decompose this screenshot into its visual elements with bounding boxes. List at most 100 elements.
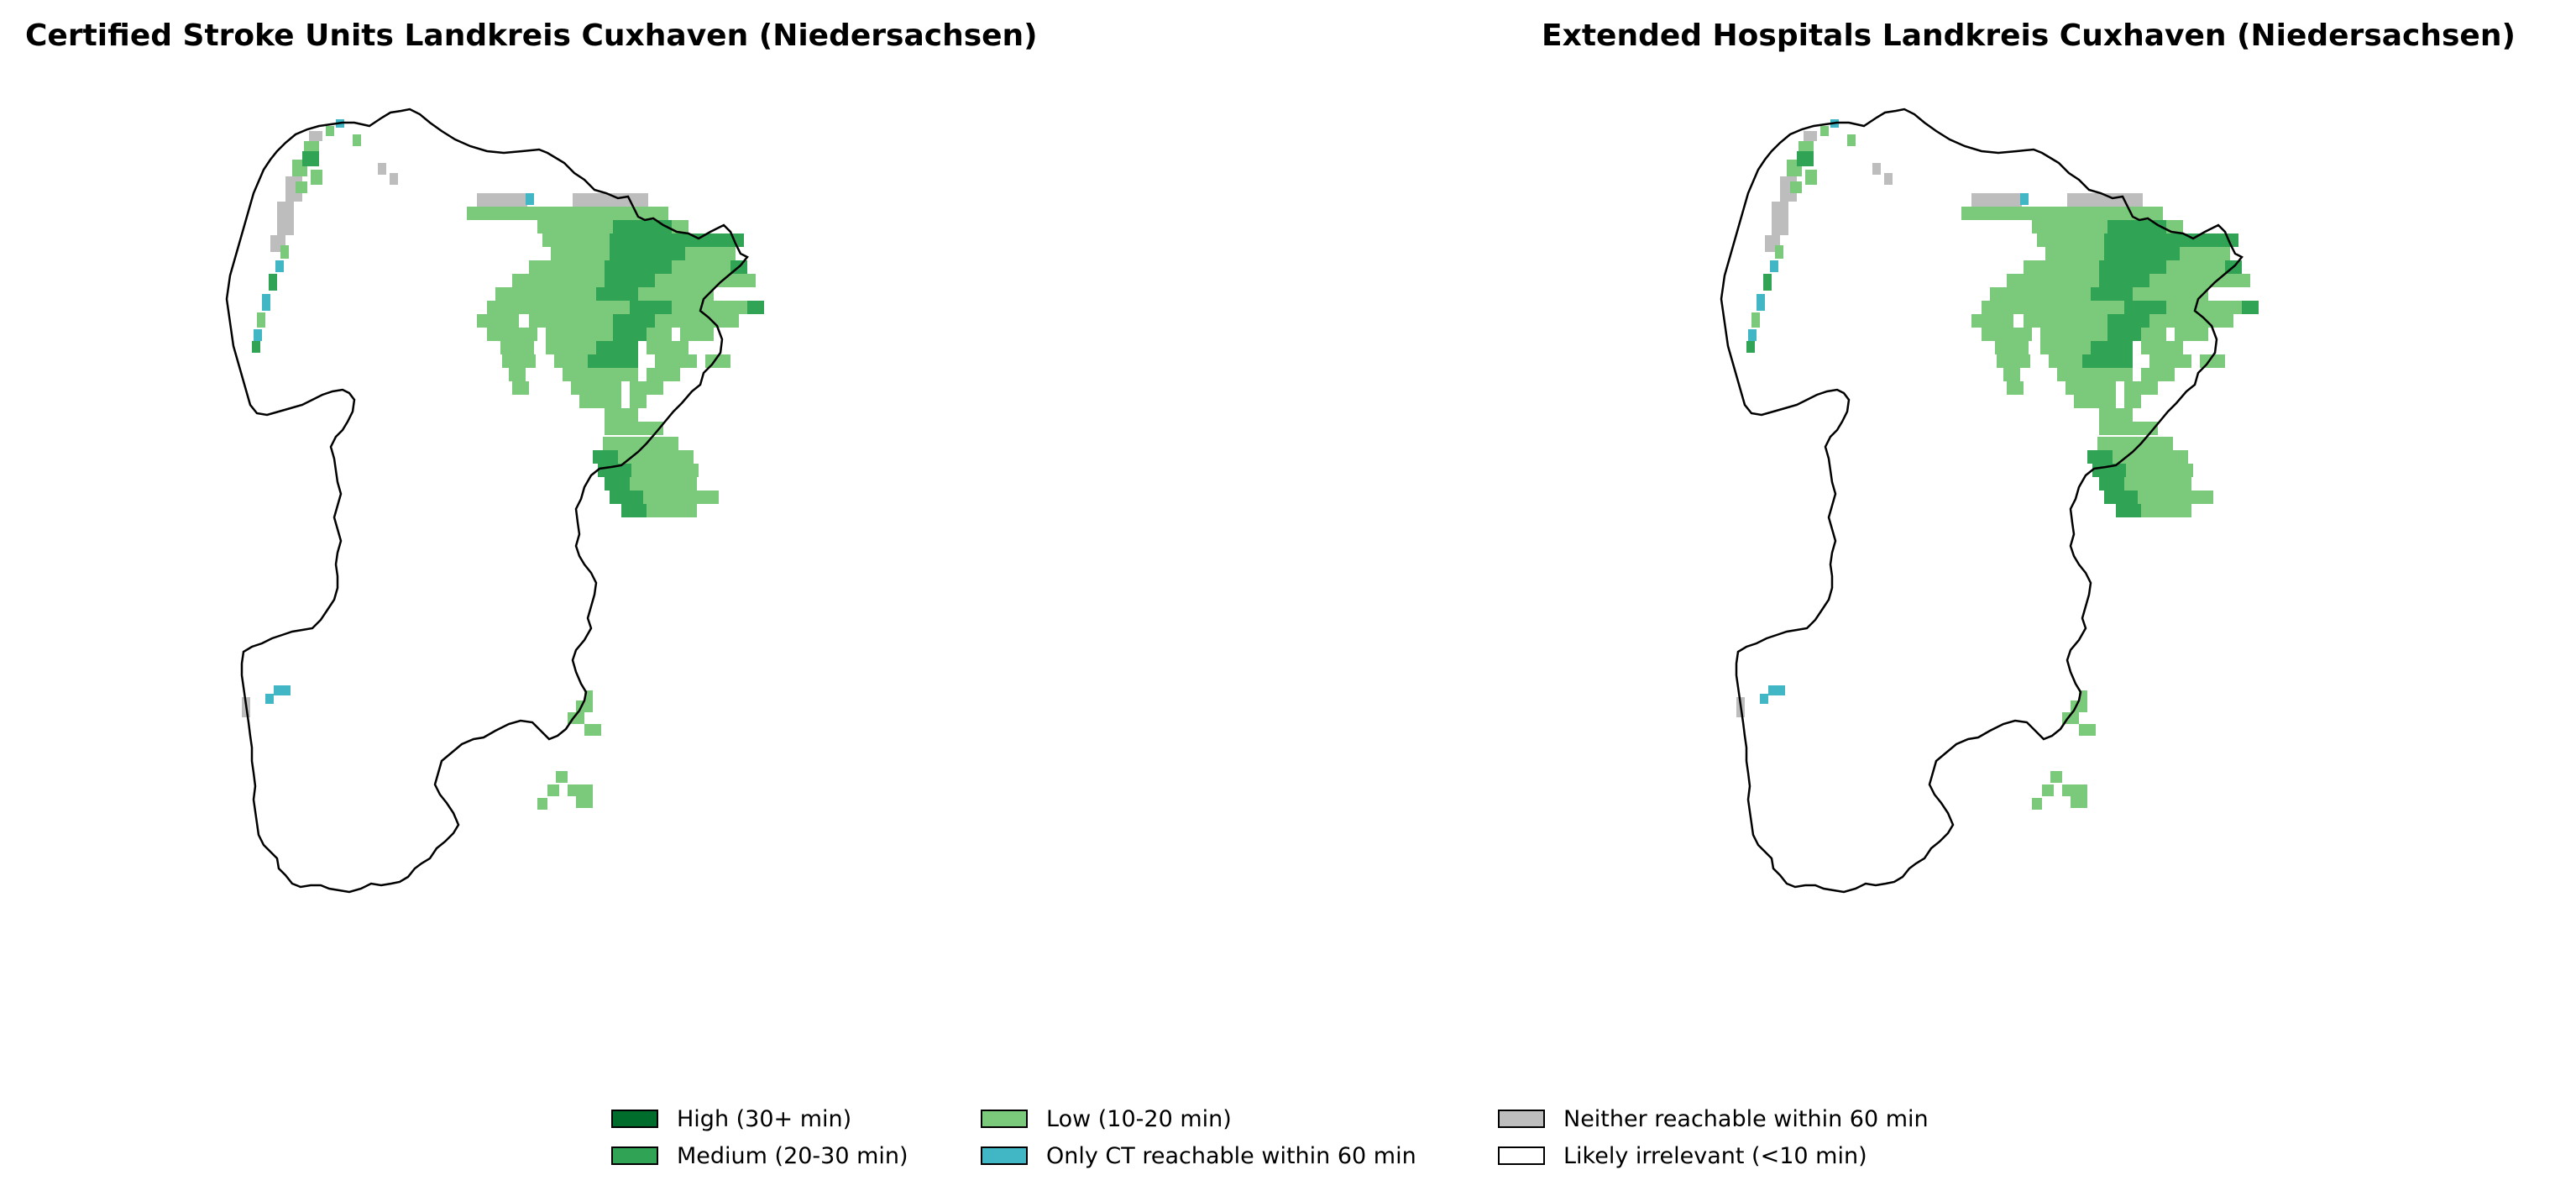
grid-cell-low xyxy=(546,341,596,354)
grid-cell-neither xyxy=(378,163,386,175)
grid-cell-low xyxy=(554,354,588,368)
grid-cell-low xyxy=(477,314,519,328)
district-boundary-outline xyxy=(1720,108,2244,894)
grid-cell-low xyxy=(2141,341,2183,354)
grid-cell-low xyxy=(2079,724,2096,736)
grid-cell-low xyxy=(2138,491,2213,504)
grid-cell-low xyxy=(605,422,663,435)
grid-cell-medium xyxy=(1763,274,1772,291)
grid-cell-low xyxy=(546,287,596,301)
grid-cell-medium xyxy=(2124,301,2166,314)
grid-cell-low xyxy=(353,134,361,146)
grid-cell-medium xyxy=(593,450,618,464)
grid-cell-low xyxy=(647,504,697,517)
grid-cell-low xyxy=(2007,381,2024,395)
grid-cell-low xyxy=(304,141,319,151)
grid-cell-low xyxy=(647,328,672,341)
grid-cell-medium xyxy=(613,220,672,233)
grid-cell-ct xyxy=(1757,294,1765,311)
grid-cell-low xyxy=(2007,274,2099,287)
grid-cell-low xyxy=(576,796,593,808)
grid-cell-neither xyxy=(477,193,527,207)
grid-cell-ct xyxy=(274,685,291,695)
grid-cell-low xyxy=(2133,287,2208,301)
grid-cell-low xyxy=(655,314,739,328)
grid-cell-low xyxy=(680,328,714,341)
map-certified-stroke-units xyxy=(225,108,764,894)
grid-cell-medium xyxy=(2091,341,2133,354)
grid-cell-neither xyxy=(1804,131,1817,141)
grid-cell-low xyxy=(467,207,601,220)
map-legend: High (30+ min) Medium (20-30 min) Low (1… xyxy=(611,1104,1988,1188)
grid-cell-low xyxy=(630,395,647,408)
grid-cell-medium xyxy=(2242,301,2259,314)
grid-cell-medium xyxy=(1797,151,1814,166)
grid-cell-low xyxy=(296,181,307,193)
grid-cell-low xyxy=(2141,368,2175,381)
grid-cell-medium xyxy=(596,287,638,301)
grid-cell-low xyxy=(1805,170,1817,185)
grid-cell-low xyxy=(2032,798,2042,810)
grid-cell-ct xyxy=(1770,260,1778,272)
grid-cell-medium xyxy=(2104,233,2171,247)
grid-cell-low xyxy=(2099,368,2133,381)
grid-cell-low xyxy=(1751,312,1760,328)
grid-cell-medium xyxy=(621,504,647,517)
grid-cell-low xyxy=(2024,260,2099,274)
grid-cell-low xyxy=(2097,437,2139,450)
grid-cell-low xyxy=(2099,422,2158,435)
grid-cell-low xyxy=(2003,368,2020,381)
grid-cell-low xyxy=(1982,328,2032,341)
grid-cell-low xyxy=(2166,260,2225,274)
grid-cell-medium xyxy=(605,477,630,491)
grid-cell-neither xyxy=(1884,173,1893,185)
grid-cell-ct xyxy=(526,193,534,205)
grid-cell-medium xyxy=(2099,477,2124,491)
grid-cell-low xyxy=(2045,247,2104,260)
legend-item-neither: Neither reachable within 60 min xyxy=(1498,1104,1929,1134)
grid-cell-ct xyxy=(262,294,270,311)
grid-cell-low xyxy=(2166,301,2242,314)
legend-swatch-low xyxy=(981,1110,1028,1128)
grid-cell-ct xyxy=(265,694,274,704)
grid-cell-low xyxy=(2113,450,2188,464)
map-extended-hospitals xyxy=(1720,108,2259,894)
grid-cell-medium xyxy=(2116,504,2141,517)
legend-swatch-irrelevant xyxy=(1498,1146,1545,1165)
grid-cell-low xyxy=(2074,395,2116,408)
grid-cell-low xyxy=(1847,134,1856,146)
grid-cell-medium xyxy=(610,247,685,260)
district-boundary-outline xyxy=(225,108,749,894)
grid-cell-low xyxy=(2079,690,2087,702)
accessibility-grid-cells xyxy=(242,119,764,810)
grid-cell-low xyxy=(643,491,719,504)
grid-cell-medium xyxy=(2082,354,2133,368)
grid-cell-low xyxy=(647,368,680,381)
grid-cell-low xyxy=(2050,771,2062,783)
grid-cell-medium xyxy=(2104,247,2180,260)
grid-cell-medium xyxy=(2107,220,2166,233)
panel-title-extended-hospitals: Extended Hospitals Landkreis Cuxhaven (N… xyxy=(1542,18,2516,53)
grid-cell-low xyxy=(509,368,526,381)
grid-cell-low xyxy=(631,464,699,477)
grid-cell-low xyxy=(512,274,605,287)
grid-cell-low xyxy=(568,784,593,796)
grid-cell-low xyxy=(280,245,289,259)
grid-cell-low xyxy=(2175,328,2208,341)
grid-cell-low xyxy=(1971,314,2013,328)
grid-cell-low xyxy=(2066,381,2116,395)
grid-cell-medium xyxy=(269,274,277,291)
grid-cell-low xyxy=(1990,287,2040,301)
grid-cell-neither xyxy=(277,202,294,235)
legend-item-medium: Medium (20-30 min) xyxy=(611,1141,908,1171)
legend-label-low: Low (10-20 min) xyxy=(1046,1105,1232,1132)
grid-cell-low xyxy=(2141,504,2191,517)
grid-cell-medium xyxy=(613,314,655,328)
grid-cell-low xyxy=(512,381,529,395)
grid-cell-low xyxy=(487,328,537,341)
grid-cell-medium xyxy=(2091,287,2133,301)
grid-cell-low xyxy=(495,287,546,301)
grid-cell-low xyxy=(2040,287,2091,301)
grid-cell-medium xyxy=(710,233,744,247)
grid-cell-low xyxy=(1798,141,1814,151)
